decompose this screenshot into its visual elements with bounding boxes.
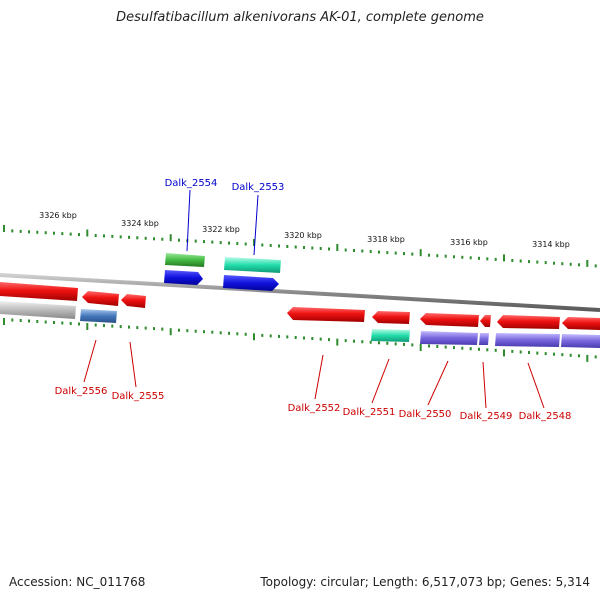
forward-strand-genes [164, 253, 281, 291]
gene-dalk-2551[interactable] [372, 311, 410, 324]
outer-tick-track [3, 225, 597, 268]
gene-dalk-2554[interactable] [164, 270, 203, 285]
gene-label[interactable]: Dalk_2548 [519, 411, 572, 422]
reverse-strand-genes [0, 282, 600, 348]
scale-label: 3314 kbp [532, 240, 570, 249]
gene-dalk-2549-cds[interactable] [479, 333, 489, 345]
gene-label[interactable]: Dalk_2551 [343, 407, 396, 418]
leader-line [427, 360, 449, 406]
genome-backbone [0, 273, 600, 312]
accession-text: Accession: NC_011768 [9, 575, 146, 589]
label-leader-lines [83, 189, 545, 409]
gene-label[interactable]: Dalk_2554 [165, 178, 218, 189]
leader-line [253, 194, 259, 256]
gene-dalk-2555-b[interactable] [121, 294, 146, 308]
scale-label: 3320 kbp [284, 231, 322, 240]
inner-tick-track [3, 318, 597, 362]
leader-line [371, 358, 390, 404]
gene-dalk-2553-cds[interactable] [224, 257, 281, 273]
gene-label[interactable]: Dalk_2550 [399, 409, 452, 420]
gene-label[interactable]: Dalk_2553 [232, 182, 285, 193]
gene-dalk-2549[interactable] [480, 315, 491, 327]
map-title: Desulfatibacillum alkenivorans AK-01, co… [116, 10, 484, 25]
gene-label[interactable]: Dalk_2556 [55, 386, 108, 397]
gene-dalk-2550[interactable] [420, 313, 479, 327]
gene-dalk-2551-cds[interactable] [371, 329, 410, 342]
scale-label: 3324 kbp [121, 219, 159, 228]
scale-label: 3316 kbp [450, 238, 488, 247]
scale-label: 3318 kbp [367, 235, 405, 244]
gene-dalk-2548[interactable] [497, 315, 560, 329]
gene-label[interactable]: Dalk_2549 [460, 411, 513, 422]
gene-dalk-2553[interactable] [223, 275, 279, 291]
leader-line [482, 361, 487, 409]
gene-dalk-2548-cds[interactable] [495, 333, 560, 347]
gene-dalk-2550-cds[interactable] [420, 331, 478, 345]
scale-label: 3326 kbp [39, 211, 77, 220]
scale-label: 3322 kbp [202, 225, 240, 234]
leader-line [83, 339, 97, 383]
leader-line [527, 362, 545, 409]
leader-line [314, 354, 324, 400]
gene-dalk-2552[interactable] [287, 307, 365, 322]
gene-next-cds[interactable] [561, 334, 600, 348]
gene-labels: Dalk_2554 Dalk_2553 Dalk_2556 Dalk_2555 … [55, 178, 572, 422]
leader-line [186, 189, 191, 252]
gene-dalk-2555-a[interactable] [82, 291, 119, 306]
genome-summary-text: Topology: circular; Length: 6,517,073 bp… [260, 575, 590, 589]
gene-dalk-2554-cds[interactable] [165, 253, 205, 267]
gene-label[interactable]: Dalk_2552 [288, 403, 341, 414]
gene-next-red[interactable] [562, 317, 600, 330]
gene-label[interactable]: Dalk_2555 [112, 391, 165, 402]
leader-line [129, 341, 137, 388]
gene-dalk-2556[interactable] [0, 282, 78, 301]
gene-dalk-2556-cds[interactable] [0, 301, 76, 319]
scale-labels: 3326 kbp 3324 kbp 3322 kbp 3320 kbp 3318… [39, 211, 570, 249]
gene-dalk-2555-cds[interactable] [80, 309, 117, 323]
